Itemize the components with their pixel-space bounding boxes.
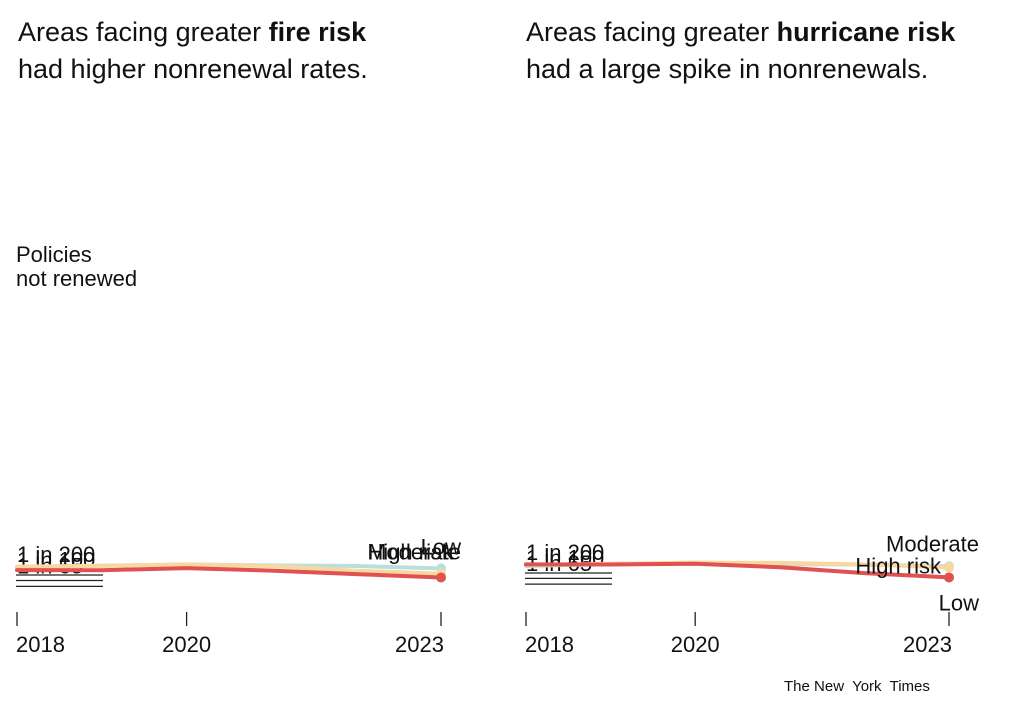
series-lines — [524, 560, 954, 583]
y-tick-label: 1 in 200 — [17, 542, 95, 567]
chart-title-prefix: Areas facing greater — [18, 17, 269, 47]
source-credit: The New York Times — [784, 678, 930, 695]
y-axis-note-line2: not renewed — [16, 266, 137, 291]
x-axis-ticks: 2018 2020 2023 — [16, 612, 444, 657]
fire-risk-chart: Areas facing greater fire risk had highe… — [15, 17, 461, 657]
series-line-high-risk — [15, 566, 443, 580]
y-tick-label: 1 in 200 — [526, 540, 604, 565]
series-label-low: Low — [421, 534, 461, 559]
chart-title-emphasis: fire risk — [269, 17, 368, 47]
chart-title-emphasis: hurricane risk — [777, 17, 957, 47]
chart-title-prefix: Areas facing greater — [526, 17, 777, 47]
series-line-moderate — [15, 562, 443, 576]
chart-title-line1: Areas facing greater fire risk — [18, 17, 367, 47]
chart-title-line1: Areas facing greater hurricane risk — [526, 17, 956, 47]
series-lines — [15, 562, 446, 583]
series-end-point — [944, 572, 954, 583]
series-label-moderate: Moderate — [886, 532, 979, 557]
series-end-point — [944, 562, 954, 573]
series-end-point — [436, 572, 446, 583]
series-label-high-risk: High risk — [367, 540, 454, 565]
x-tick-label: 2018 — [16, 632, 65, 657]
series-label-high-risk: High risk — [855, 553, 942, 578]
x-tick-label: 2020 — [671, 632, 720, 657]
hurricane-risk-chart: Areas facing greater hurricane risk had … — [524, 17, 979, 657]
x-tick-label: 2023 — [395, 632, 444, 657]
y-axis-note-line1: Policies — [16, 242, 92, 267]
series-label-low: Low — [939, 590, 979, 615]
x-tick-label: 2023 — [903, 632, 952, 657]
series-line-high-risk — [524, 561, 951, 580]
chart-title-line2: had higher nonrenewal rates. — [18, 54, 368, 84]
series-label-moderate: Moderate — [368, 540, 461, 565]
x-tick-label: 2020 — [162, 632, 211, 657]
x-tick-label: 2018 — [525, 632, 574, 657]
chart-title-line2: had a large spike in nonrenewals. — [526, 54, 928, 84]
x-axis-ticks: 2018 2020 2023 — [525, 612, 952, 657]
